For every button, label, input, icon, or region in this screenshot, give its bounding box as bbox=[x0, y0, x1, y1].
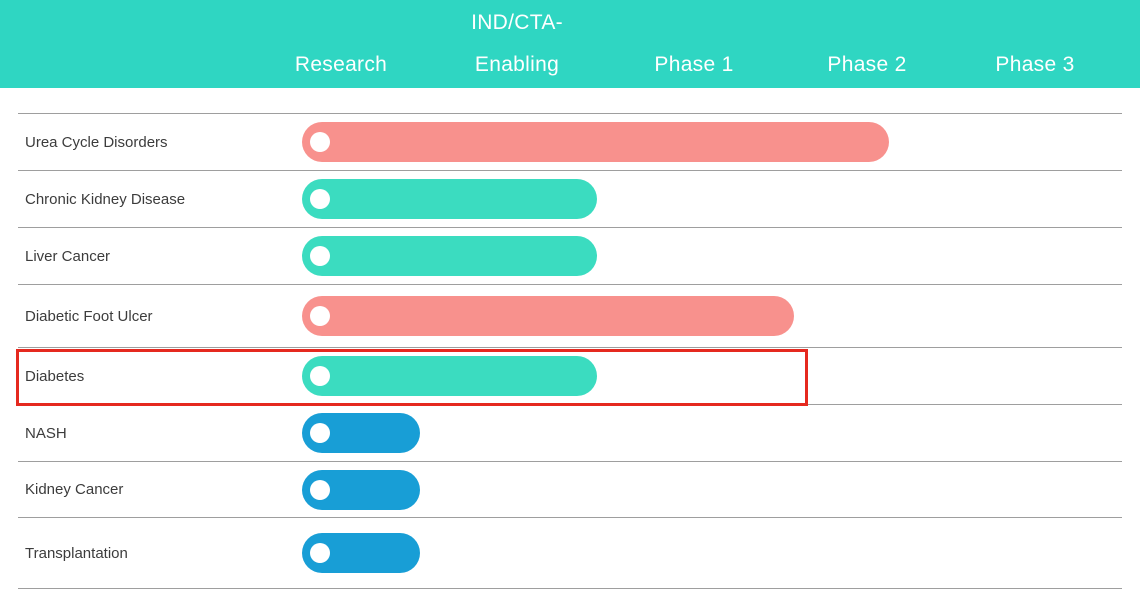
row-label: NASH bbox=[25, 424, 67, 442]
pipeline-row-transplantation: Transplantation bbox=[18, 517, 1122, 588]
row-label: Urea Cycle Disorders bbox=[25, 133, 168, 151]
bar-start-dot bbox=[310, 306, 330, 326]
pipeline-row-kidney-cancer: Kidney Cancer bbox=[18, 461, 1122, 517]
pipeline-row-urea-cycle-disorders: Urea Cycle Disorders bbox=[18, 113, 1122, 170]
progress-bar bbox=[302, 179, 597, 219]
bar-start-dot bbox=[310, 479, 330, 500]
row-label: Transplantation bbox=[25, 544, 128, 562]
stage-label-phase-2: Phase 2 bbox=[827, 53, 907, 76]
bar-start-dot bbox=[310, 189, 330, 209]
progress-bar bbox=[302, 296, 794, 336]
pipeline-row-diabetes: Diabetes bbox=[18, 347, 1122, 404]
pipeline-table: Urea Cycle Disorders Chronic Kidney Dise… bbox=[18, 113, 1122, 589]
row-label: Diabetes bbox=[25, 367, 85, 385]
stage-header: Research IND/CTA- Enabling Phase 1 Phase… bbox=[0, 0, 1140, 88]
pipeline-row-nash: NASH bbox=[18, 404, 1122, 461]
progress-bar bbox=[302, 469, 420, 510]
pipeline-row-liver-cancer: Liver Cancer bbox=[18, 227, 1122, 284]
stage-label-ind-cta-line2: Enabling bbox=[474, 53, 560, 76]
bar-start-dot bbox=[310, 132, 330, 152]
stage-column-phase-2: Phase 2 bbox=[757, 44, 977, 86]
progress-bar bbox=[302, 533, 420, 573]
stage-label-ind-cta-line1: IND/CTA- bbox=[471, 11, 563, 34]
row-label: Liver Cancer bbox=[25, 247, 111, 265]
progress-bar bbox=[302, 356, 597, 396]
stage-column-research: Research bbox=[231, 44, 451, 86]
progress-bar bbox=[302, 413, 420, 453]
row-label: Kidney Cancer bbox=[25, 481, 124, 498]
bar-start-dot bbox=[310, 366, 330, 386]
stage-column-phase-3: Phase 3 bbox=[925, 44, 1140, 86]
pipeline-row-chronic-kidney-disease: Chronic Kidney Disease bbox=[18, 170, 1122, 227]
row-label: Diabetic Foot Ulcer bbox=[25, 307, 153, 325]
pipeline-row-diabetic-foot-ulcer: Diabetic Foot Ulcer bbox=[18, 284, 1122, 347]
stage-column-phase-1: Phase 1 bbox=[584, 44, 804, 86]
stage-label-phase-3: Phase 3 bbox=[995, 53, 1075, 76]
bar-start-dot bbox=[310, 246, 330, 266]
progress-bar bbox=[302, 122, 889, 162]
stage-label-phase-1: Phase 1 bbox=[654, 53, 734, 76]
progress-bar bbox=[302, 236, 597, 276]
stage-column-ind-cta-enabling: IND/CTA- Enabling bbox=[407, 2, 627, 86]
bar-start-dot bbox=[310, 543, 330, 563]
stage-label-research: Research bbox=[294, 53, 388, 76]
row-label: Chronic Kidney Disease bbox=[25, 190, 186, 208]
bar-start-dot bbox=[310, 423, 330, 443]
